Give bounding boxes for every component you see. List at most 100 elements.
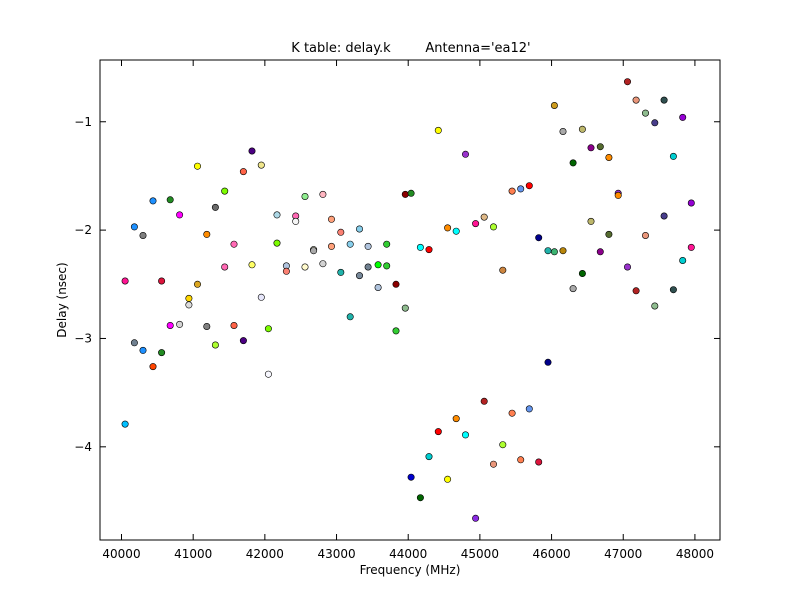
data-point xyxy=(337,268,345,276)
data-point xyxy=(544,247,552,255)
x-tick-label: 41000 xyxy=(174,547,212,561)
data-point xyxy=(452,415,460,423)
data-point xyxy=(660,212,668,220)
data-point xyxy=(425,246,433,254)
data-point xyxy=(257,161,265,169)
data-points xyxy=(121,78,695,522)
data-point xyxy=(176,320,184,328)
data-point xyxy=(319,260,327,268)
data-point xyxy=(632,96,640,104)
data-point xyxy=(679,256,687,264)
data-point xyxy=(517,185,525,193)
x-tick-label: 44000 xyxy=(389,547,427,561)
data-point xyxy=(264,325,272,333)
data-point xyxy=(301,193,309,201)
data-point xyxy=(508,187,516,195)
data-point xyxy=(687,199,695,207)
data-point xyxy=(641,232,649,240)
data-point xyxy=(248,147,256,155)
data-point xyxy=(230,240,238,248)
data-point xyxy=(559,247,567,255)
data-point xyxy=(489,460,497,468)
data-point xyxy=(203,230,211,238)
data-point xyxy=(596,248,604,256)
data-point xyxy=(337,228,345,236)
data-point xyxy=(327,215,335,223)
data-point xyxy=(185,301,193,309)
data-point xyxy=(587,217,595,225)
y-axis-label: Delay (nsec) xyxy=(55,262,69,337)
data-point xyxy=(660,96,668,104)
data-point xyxy=(499,266,507,274)
data-point xyxy=(416,494,424,502)
data-point xyxy=(605,154,613,162)
data-point xyxy=(301,263,309,271)
data-point xyxy=(472,514,480,522)
x-tick-label: 45000 xyxy=(461,547,499,561)
data-point xyxy=(364,263,372,271)
data-point xyxy=(489,223,497,231)
data-point xyxy=(248,261,256,269)
data-point xyxy=(605,230,613,238)
data-point xyxy=(687,243,695,251)
data-point xyxy=(525,182,533,190)
data-point xyxy=(452,227,460,235)
data-point xyxy=(383,240,391,248)
data-point xyxy=(383,262,391,270)
data-point xyxy=(221,263,229,271)
data-point xyxy=(623,263,631,271)
data-point xyxy=(149,363,157,371)
data-point xyxy=(211,203,219,211)
data-point xyxy=(374,261,382,269)
data-point xyxy=(535,234,543,242)
data-point xyxy=(121,277,129,285)
data-point xyxy=(310,247,318,255)
data-point xyxy=(166,196,174,204)
data-point xyxy=(444,475,452,483)
data-point xyxy=(461,431,469,439)
data-point xyxy=(517,456,525,464)
data-point xyxy=(641,109,649,117)
y-tick-label: −2 xyxy=(74,223,92,237)
data-point xyxy=(327,242,335,250)
data-point xyxy=(273,239,281,247)
y-tick-label: −4 xyxy=(74,440,92,454)
data-point xyxy=(401,190,409,198)
data-point xyxy=(239,337,247,345)
x-tick-label: 40000 xyxy=(102,547,140,561)
data-point xyxy=(587,144,595,152)
data-point xyxy=(211,341,219,349)
data-point xyxy=(569,285,577,293)
data-point xyxy=(544,358,552,366)
x-tick-label: 47000 xyxy=(604,547,642,561)
data-point xyxy=(461,150,469,158)
data-point xyxy=(139,346,147,354)
data-point xyxy=(669,286,677,294)
data-point xyxy=(239,168,247,176)
data-point xyxy=(292,217,300,225)
data-point xyxy=(139,232,147,240)
data-point xyxy=(425,453,433,461)
data-point xyxy=(176,211,184,219)
data-point xyxy=(185,294,193,302)
data-point xyxy=(158,277,166,285)
data-point xyxy=(346,240,354,248)
data-point xyxy=(282,267,290,275)
data-point xyxy=(632,287,640,295)
data-point xyxy=(508,409,516,417)
data-point xyxy=(434,428,442,436)
x-axis-label: Frequency (MHz) xyxy=(360,563,461,577)
data-point xyxy=(158,349,166,357)
data-point xyxy=(669,152,677,160)
data-point xyxy=(559,128,567,136)
data-point xyxy=(392,280,400,288)
data-point xyxy=(346,313,354,321)
data-point xyxy=(355,225,363,233)
data-point xyxy=(121,420,129,428)
data-point xyxy=(679,113,687,121)
plot-area xyxy=(99,59,721,541)
data-point xyxy=(166,321,174,329)
y-tick-label: −1 xyxy=(74,115,92,129)
chart-title: K table: delay.k xyxy=(291,41,391,56)
data-point xyxy=(444,224,452,232)
